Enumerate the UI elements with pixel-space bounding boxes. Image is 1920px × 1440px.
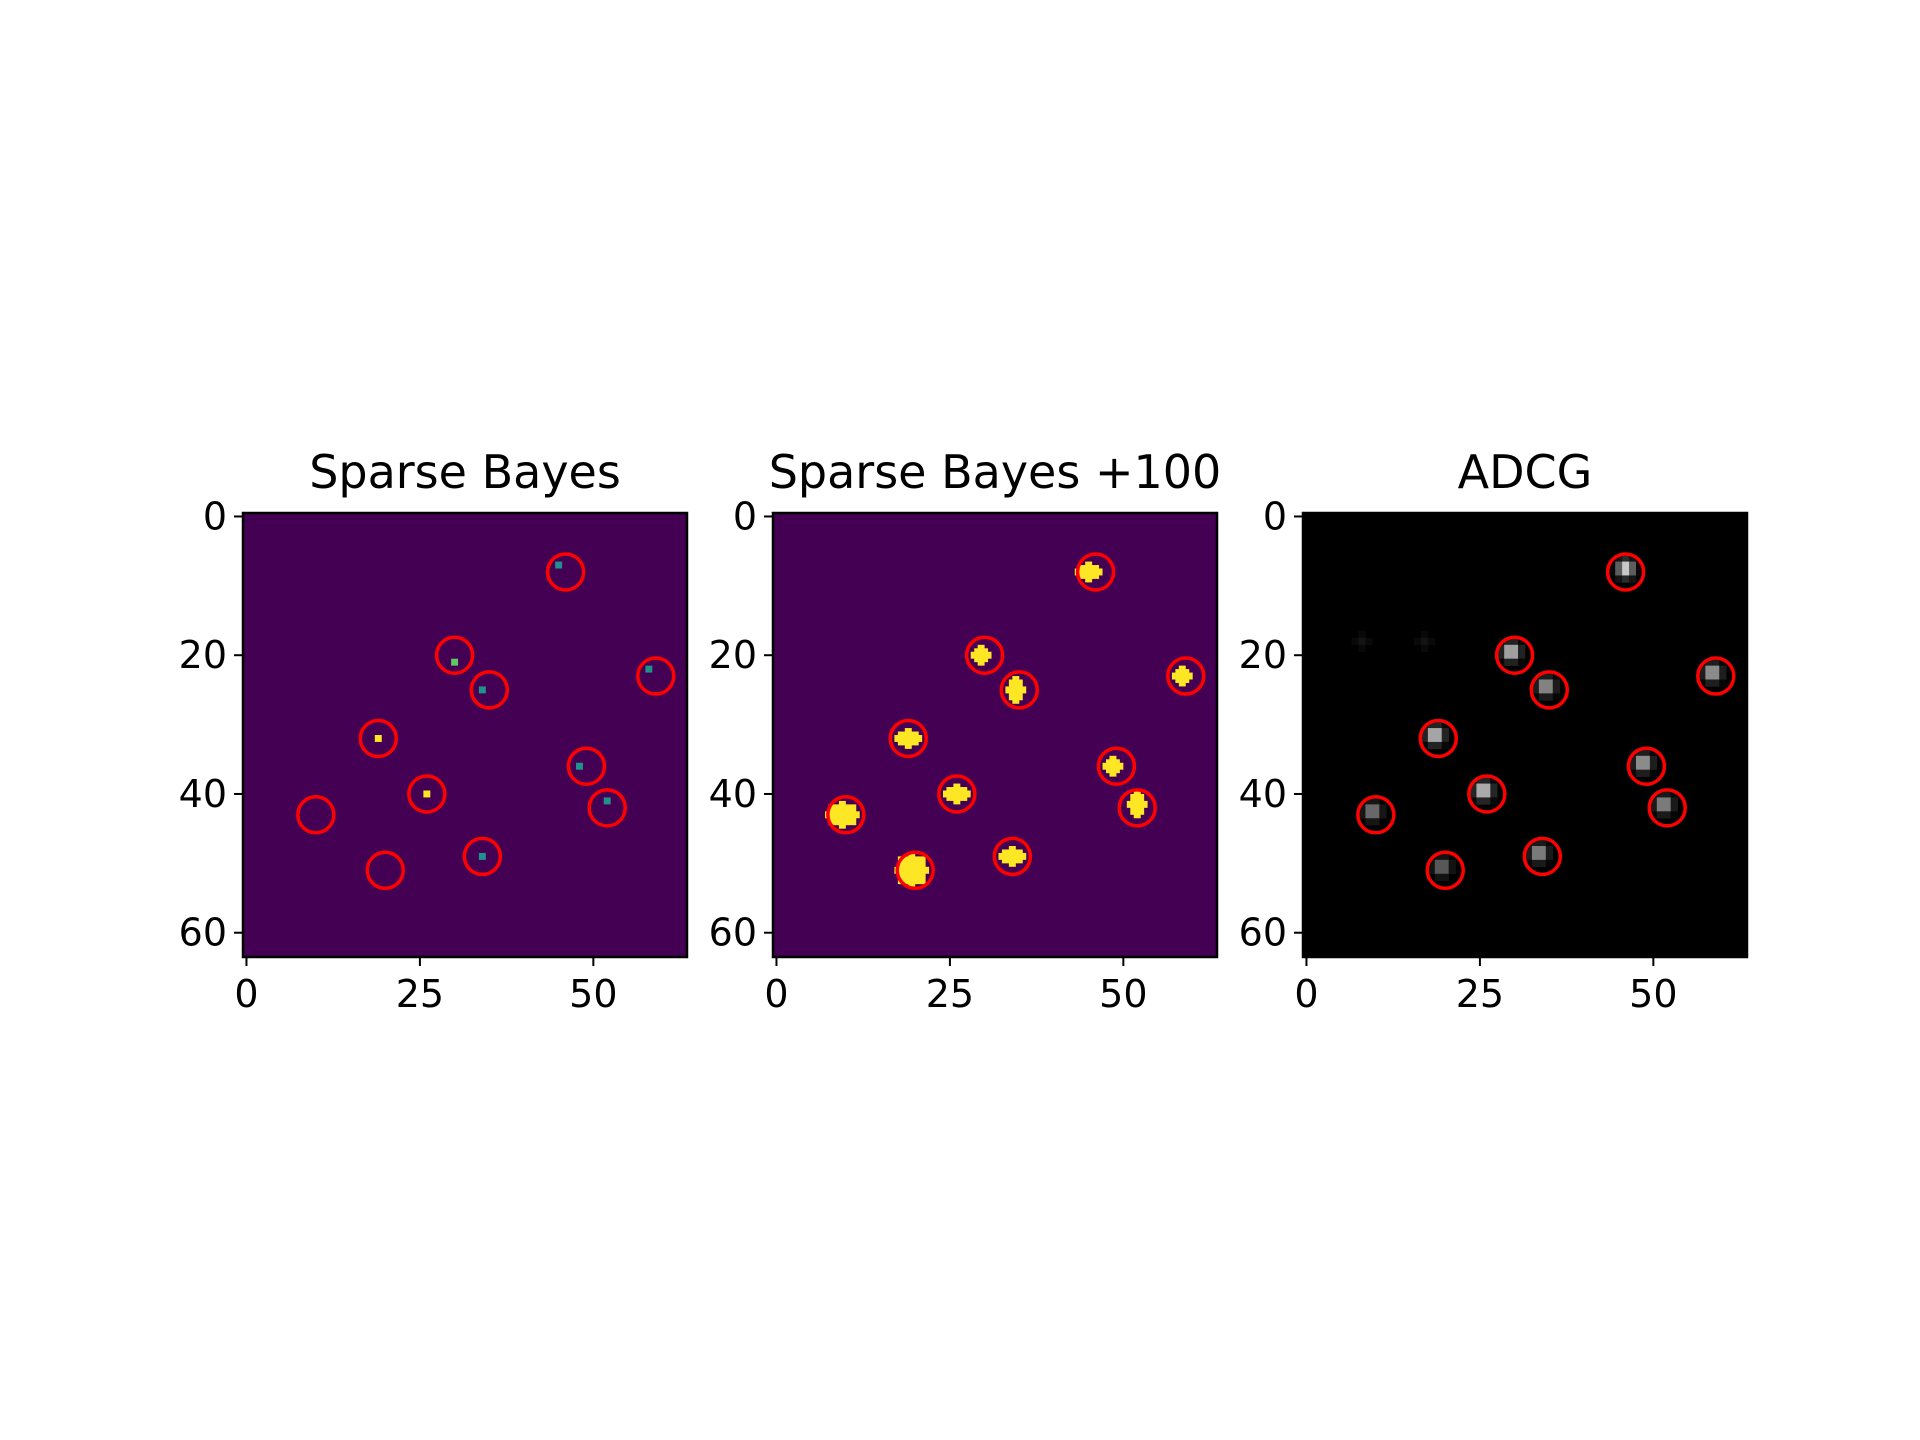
source-blob [998,846,1027,867]
y-tick-label: 40 [179,772,227,816]
x-tick-label: 0 [234,972,258,1016]
ground-truth-circle [1075,552,1116,592]
ground-truth-circle [365,850,405,891]
ground-truth-circle [1605,552,1646,592]
x-tick-label: 25 [396,972,444,1016]
ground-truth-circle [1494,635,1535,675]
ground-truth-circle [545,552,586,592]
panel-title: Sparse Bayes +100 [769,445,1222,499]
y-tick-label: 0 [203,494,227,538]
source-blob [894,728,923,749]
ground-truth-circle [1529,670,1570,710]
ground-truth-circle [1418,718,1459,759]
ground-truth-circle [999,670,1040,710]
y-tick-label: 20 [1239,633,1287,677]
source-blob [942,783,971,805]
y-tick-label: 20 [709,633,757,677]
source-blob [894,852,930,888]
ground-truth-circle [358,718,399,759]
x-tick-label: 25 [926,972,974,1016]
ground-truth-circle [1647,788,1687,828]
ground-truth-circle [964,635,1005,675]
ground-truth-circle [1356,795,1396,835]
image-background [773,513,1217,957]
source-pixel [478,686,486,694]
emitter-spot [1351,630,1373,653]
ground-truth-circle [992,836,1033,877]
y-tick-label: 0 [1263,494,1287,538]
source-pixel [555,561,563,569]
emitter-spot [1629,748,1658,777]
axes-frame [241,511,689,959]
panel-sparse-bayes: Sparse Bayes 0 25 50 0 20 40 60 [179,445,689,1016]
source-pixel [576,762,583,770]
source-pixel [451,658,459,666]
ground-truth-circle [1522,836,1563,877]
source-blob [1005,676,1027,704]
source-blob [970,644,992,666]
source-blob [825,800,860,829]
ground-truth-circle [1696,656,1736,696]
image-background [243,513,687,957]
ground-truth-circle [826,795,866,835]
ground-truth-circle [1467,774,1507,814]
panel-title: Sparse Bayes [309,445,621,499]
x-tick-label: 0 [1294,972,1318,1016]
panel-sparse-bayes-100: Sparse Bayes +100 0 25 50 0 20 40 60 [709,445,1222,1016]
source-pixel [374,735,382,742]
y-tick-label: 60 [179,911,227,955]
ground-truth-circle [1096,746,1137,786]
image-background [1303,513,1747,957]
x-tick-label: 50 [1629,972,1677,1016]
y-tick-label: 40 [1239,772,1287,816]
emitter-spot [1469,776,1498,805]
y-tick-label: 0 [733,494,757,538]
ground-truth-circle [636,656,676,696]
panel-adcg: ADCG 0 25 50 0 20 40 60 [1239,445,1749,1016]
y-tick-label: 60 [709,911,757,955]
axes-frame [771,511,1219,959]
source-blob [1074,561,1103,583]
source-blob [1126,790,1148,819]
emitter-spot [1497,637,1526,666]
x-tick-label: 0 [764,972,788,1016]
emitter-spot [1649,790,1678,819]
panel-title: ADCG [1458,445,1593,499]
emitter-spot [1608,554,1644,583]
ground-truth-circle [1166,656,1206,696]
source-pixel [423,790,431,798]
y-tick-label: 60 [1239,911,1287,955]
ground-truth-circle [469,670,510,710]
ground-truth-circle [888,718,929,759]
ground-truth-circle [407,774,447,814]
ground-truth-circle [895,850,935,891]
axes-frame [1301,511,1749,959]
ground-truth-circle [566,746,607,786]
emitter-spot [1427,852,1456,881]
ground-truth-circle [434,635,475,675]
ground-truth-circle [462,836,503,877]
ground-truth-circle [937,774,977,814]
ground-truth-circle [587,788,627,828]
emitter-spot [1358,797,1387,826]
ground-truth-circle [296,795,336,835]
x-tick-label: 25 [1456,972,1504,1016]
source-blob [1102,755,1124,777]
source-pixel [603,797,611,805]
ground-truth-circle [1626,746,1667,786]
source-pixel [478,852,486,860]
y-tick-label: 20 [179,633,227,677]
y-tick-label: 40 [709,772,757,816]
x-tick-label: 50 [569,972,617,1016]
source-pixel [645,665,653,673]
ground-truth-circle [1425,850,1465,891]
source-blob [1171,665,1193,687]
ground-truth-circle [1117,788,1157,828]
emitter-spot [1414,630,1436,653]
x-tick-label: 50 [1099,972,1147,1016]
